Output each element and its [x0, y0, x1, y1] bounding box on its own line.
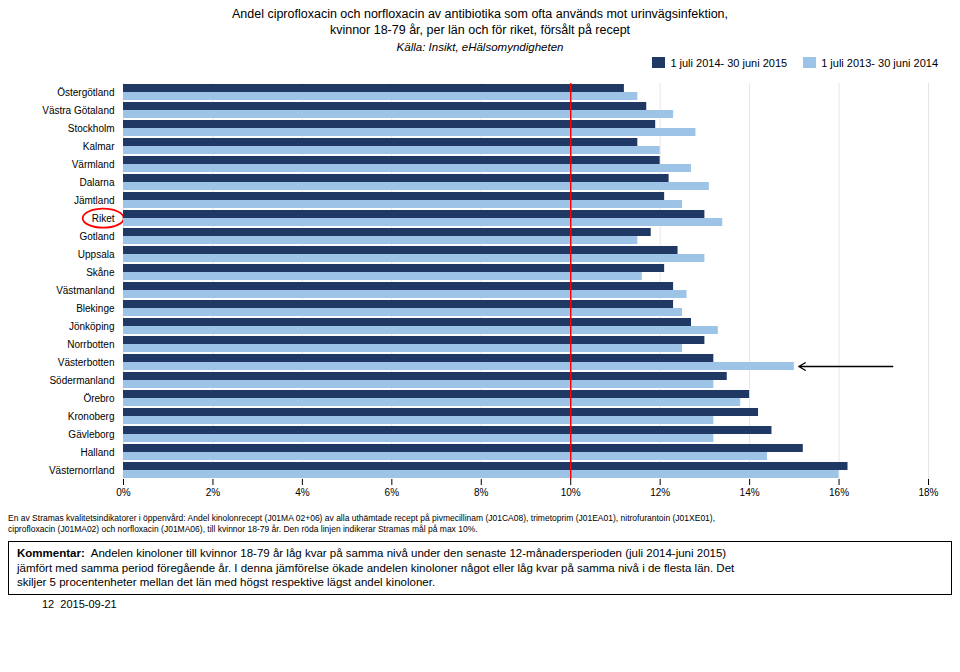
svg-text:Skåne: Skåne — [86, 266, 115, 277]
html-text:Andelen kinoloner till kvinnor: Andelen kinoloner till kvinnor 18-79 år … — [17, 546, 735, 589]
svg-text:12%: 12% — [650, 486, 670, 497]
svg-text:Värmland: Värmland — [72, 158, 115, 169]
svg-text:14%: 14% — [740, 486, 760, 497]
html-text:1 juli 2014- 30 juni 2015: 1 juli 2014- 30 juni 2015 — [670, 56, 788, 69]
svg-text:Jönköping: Jönköping — [69, 320, 115, 331]
svg-text:Blekinge: Blekinge — [76, 302, 115, 313]
html-text:12 2015-09-21: 12 2015-09-21 — [42, 598, 117, 611]
svg-text:Riket: Riket — [92, 212, 115, 223]
svg-text:4%: 4% — [295, 486, 310, 497]
svg-text:Kronoberg: Kronoberg — [68, 410, 115, 421]
html-text:Andel ciprofloxacin och norflo: Andel ciprofloxacin och norfloxacin av a… — [231, 7, 728, 38]
svg-text:Västra Götaland: Västra Götaland — [42, 104, 114, 115]
svg-text:18%: 18% — [918, 486, 938, 497]
svg-text:10%: 10% — [561, 486, 581, 497]
svg-text:Gotland: Gotland — [79, 230, 114, 241]
svg-text:Örebro: Örebro — [83, 392, 115, 403]
svg-text:2%: 2% — [206, 486, 221, 497]
svg-text:Gävleborg: Gävleborg — [68, 428, 114, 439]
svg-text:Uppsala: Uppsala — [78, 248, 115, 259]
html-text:Källa: Insikt, eHälsomyndighet: Källa: Insikt, eHälsomyndigheten — [396, 40, 564, 53]
svg-text:Jämtland: Jämtland — [74, 194, 115, 205]
svg-text:Västmanland: Västmanland — [56, 284, 114, 295]
svg-text:6%: 6% — [385, 486, 400, 497]
svg-text:0%: 0% — [116, 486, 131, 497]
html-text:1 juli 2013- 30 juni 2014: 1 juli 2013- 30 juni 2014 — [821, 56, 938, 69]
svg-text:16%: 16% — [829, 486, 849, 497]
html-text:En av Stramas kvalitetsindikat: En av Stramas kvalitetsindikatorer i öpp… — [8, 512, 715, 534]
svg-text:8%: 8% — [474, 486, 489, 497]
svg-text:Kalmar: Kalmar — [83, 140, 115, 151]
svg-text:Södermanland: Södermanland — [49, 374, 114, 385]
svg-text:Stockholm: Stockholm — [68, 122, 115, 133]
svg-text:Östergötland: Östergötland — [57, 86, 114, 97]
svg-text:Dalarna: Dalarna — [79, 176, 114, 187]
svg-text:Västerbotten: Västerbotten — [58, 356, 115, 367]
svg-text:Halland: Halland — [81, 446, 115, 457]
svg-text:Norrbotten: Norrbotten — [67, 338, 114, 349]
html-text:Kommentar:: Kommentar: — [17, 546, 85, 559]
svg-text:Västernorrland: Västernorrland — [49, 464, 115, 475]
